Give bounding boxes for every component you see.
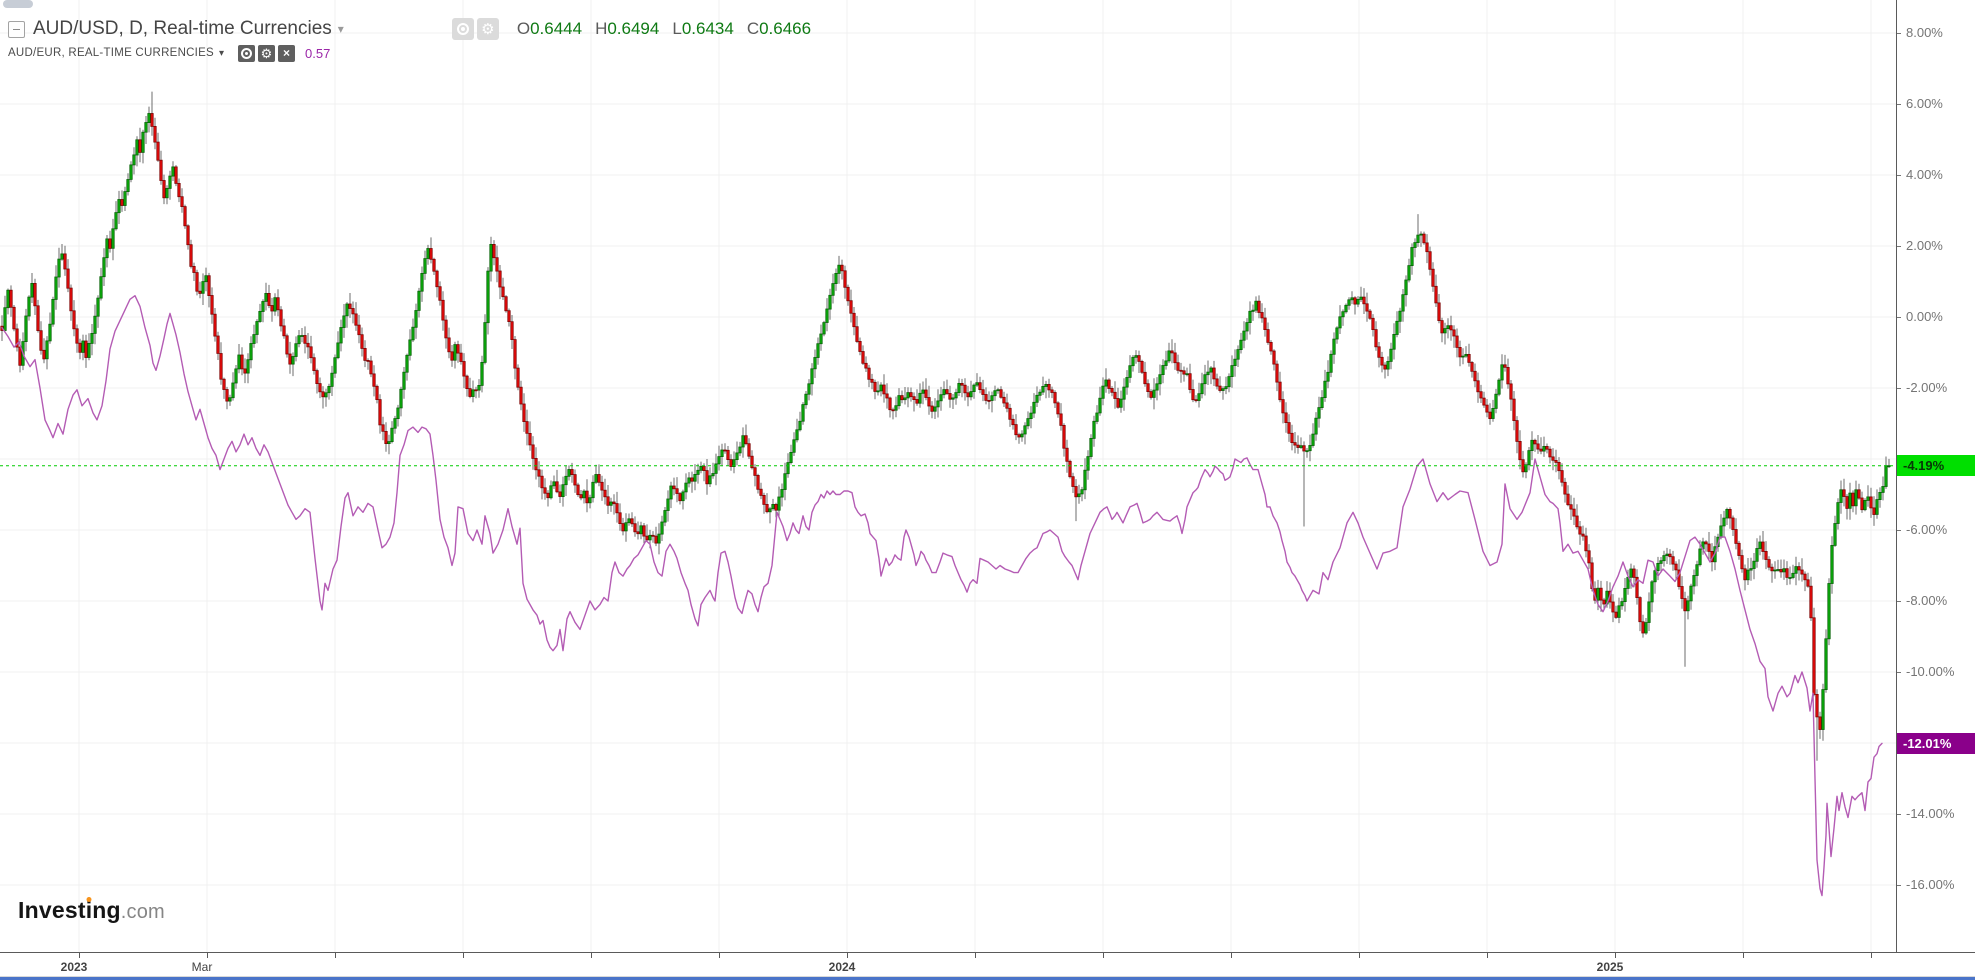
time-axis-tick xyxy=(207,953,208,958)
eye-icon xyxy=(241,47,252,59)
time-axis-tick xyxy=(1231,953,1232,958)
time-axis-tick xyxy=(591,953,592,958)
collapse-legend-button[interactable] xyxy=(8,20,25,38)
time-axis-tick xyxy=(975,953,976,958)
price-axis-tick xyxy=(1897,175,1901,176)
ohlc-readout: O0.6444 H0.6494 L0.6434 C0.6466 xyxy=(517,19,824,39)
close-label: C xyxy=(746,19,760,38)
time-axis-tick xyxy=(463,953,464,958)
aud-usd-last-price-badge: -4.19% xyxy=(1897,455,1975,476)
price-axis-label: -2.00% xyxy=(1906,380,1948,395)
high-value: 0.6494 xyxy=(607,19,660,38)
overlay-series-legend: AUD/EUR, REAL-TIME CURRENCIES ▾ ⚙ × 0.57 xyxy=(8,44,330,62)
overlay-remove-button[interactable]: × xyxy=(278,44,295,62)
time-axis-tick xyxy=(1487,953,1488,958)
low-value: 0.6434 xyxy=(681,19,734,38)
close-icon: × xyxy=(282,46,290,60)
chevron-down-icon[interactable]: ▾ xyxy=(337,22,344,36)
bottom-strip xyxy=(0,977,1975,980)
time-axis-label: 2023 xyxy=(60,960,88,974)
low-label: L xyxy=(672,19,682,38)
price-axis-label: -16.00% xyxy=(1906,877,1955,892)
main-series-legend: AUD/USD, D, Real-time Currencies ▾ ⚙ O0.… xyxy=(8,15,824,43)
overlay-visibility-button[interactable] xyxy=(238,44,255,62)
open-label: O xyxy=(516,19,531,38)
time-axis-tick xyxy=(1871,953,1872,958)
chevron-down-icon[interactable]: ▾ xyxy=(218,47,224,59)
overlay-last-value: 0.57 xyxy=(305,45,331,61)
time-axis-tick xyxy=(1615,953,1616,958)
price-axis[interactable]: -4.19% -12.01% 8.00% 6.00% 4.00% 2.00% 0.00%… xyxy=(1896,0,1975,952)
eye-icon xyxy=(456,23,469,35)
time-axis-tick xyxy=(79,953,80,958)
time-axis-label: 2025 xyxy=(1596,960,1624,974)
symbol-title[interactable]: AUD/USD, D, Real-time Currencies xyxy=(33,18,332,39)
time-axis-tick xyxy=(1103,953,1104,958)
price-axis-tick xyxy=(1897,246,1901,247)
price-axis-tick xyxy=(1897,104,1901,105)
price-axis-tick xyxy=(1897,317,1901,318)
price-axis-label: -10.00% xyxy=(1906,664,1955,679)
gear-icon: ⚙ xyxy=(481,20,495,38)
price-axis-tick xyxy=(1897,601,1901,602)
price-axis-tick xyxy=(1897,388,1901,389)
price-axis-label: 6.00% xyxy=(1906,96,1943,111)
overlay-settings-button[interactable]: ⚙ xyxy=(258,44,275,62)
logo-text: ng xyxy=(92,897,121,923)
chart-canvas[interactable] xyxy=(0,0,1896,952)
price-axis-label: -14.00% xyxy=(1906,806,1955,821)
investing-logo: Investing.com xyxy=(18,897,165,924)
time-axis-label: Mar xyxy=(191,960,213,974)
time-axis-tick xyxy=(1359,953,1360,958)
overlay-symbol-title[interactable]: AUD/EUR, REAL-TIME CURRENCIES xyxy=(8,47,214,59)
price-axis-label: -8.00% xyxy=(1906,593,1948,608)
time-axis-tick xyxy=(335,953,336,958)
scrollbar-fragment xyxy=(3,0,33,8)
time-axis[interactable]: 2023 Mar 2024 2025 xyxy=(0,952,1975,977)
price-axis-tick xyxy=(1897,672,1901,673)
toggle-visibility-button[interactable] xyxy=(451,18,474,40)
logo-text: Invest xyxy=(18,897,86,923)
price-axis-label: 0.00% xyxy=(1906,309,1943,324)
aud-eur-last-price-badge: -12.01% xyxy=(1897,733,1975,754)
price-axis-label: 2.00% xyxy=(1906,238,1943,253)
time-axis-tick xyxy=(719,953,720,958)
settings-button[interactable]: ⚙ xyxy=(476,18,499,40)
price-axis-tick xyxy=(1897,530,1901,531)
price-axis-tick xyxy=(1897,885,1901,886)
price-axis-tick xyxy=(1897,814,1901,815)
gear-icon: ⚙ xyxy=(260,45,273,61)
price-axis-label: 8.00% xyxy=(1906,25,1943,40)
high-label: H xyxy=(595,19,608,38)
open-value: 0.6444 xyxy=(530,19,583,38)
price-axis-label: 4.00% xyxy=(1906,167,1943,182)
logo-i-orange-dot: i xyxy=(85,897,93,923)
time-axis-tick xyxy=(1743,953,1744,958)
time-axis-label: 2024 xyxy=(828,960,856,974)
price-axis-label: -6.00% xyxy=(1906,522,1948,537)
close-value: 0.6466 xyxy=(759,19,812,38)
price-axis-tick xyxy=(1897,33,1901,34)
logo-suffix: .com xyxy=(120,901,165,923)
time-axis-tick xyxy=(847,953,848,958)
divider-line xyxy=(0,976,1975,977)
